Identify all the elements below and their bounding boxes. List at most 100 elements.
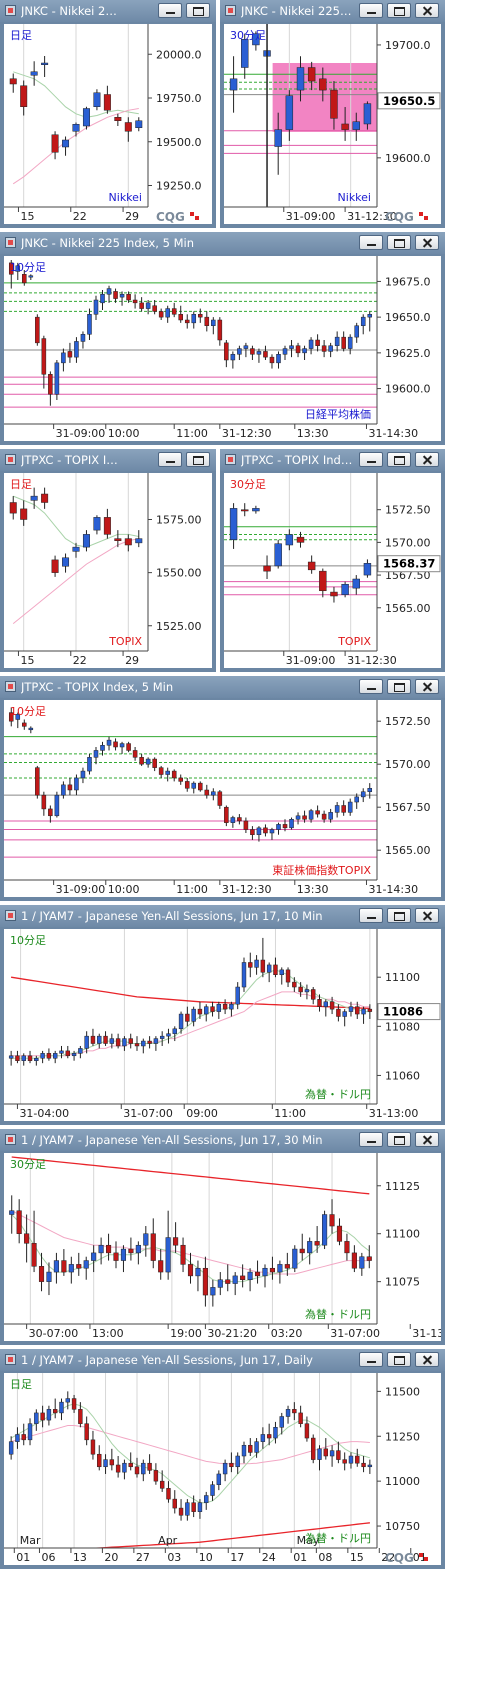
y-tick-label: 11125 [385,1180,420,1193]
candle-down-body [46,1053,52,1059]
candle-up-body [30,495,38,501]
window-jtpxc-5min: JTPXC - TOPIX Index, 5 Min 1565.00 1567.5… [0,676,445,901]
chart-svg[interactable]: 1525.00 1550.00 1575.00 15 22 29 日足 TOPIX [4,473,212,668]
close-button[interactable] [415,235,439,250]
candle [103,1031,108,1046]
chart-area[interactable]: 1565.00 1567.50 1570.00 1572.50 31-09:00 10:0… [4,700,441,897]
candle-down-body [173,1237,179,1246]
chart-svg[interactable]: 19600.0 19625.0 19650.0 19675.0 31-09:00 10:0… [4,256,441,441]
candle [204,311,210,332]
maximize-button[interactable] [387,452,411,467]
chart-area[interactable]: 10750 11000 11250 11500 01 06 13 20 27 03 10 17 24 01… [4,1373,441,1565]
minimize-button[interactable] [359,3,383,18]
candle [83,1256,89,1280]
symbol-label: 為替・ドル円 [305,1531,371,1545]
candle [82,106,90,130]
title-bar[interactable]: JTPXC - TOPIX Index, Daily [0,449,216,471]
chart-svg[interactable]: 11060 11080 11100 11086 31-04:00 31-07:00 09:0… [4,929,441,1121]
cqg-app-icon [5,454,16,465]
candle-down-body [319,570,327,592]
candle-up-body [78,1048,83,1054]
candle-up-body [277,1264,283,1273]
chart-svg[interactable]: 19250.0 19500.0 19750.0 20000.0 15 22 29 日足 Nikk… [4,24,212,224]
candle [184,777,190,792]
plot-background [224,473,377,651]
title-bar[interactable]: JNKC - Nikkei 225 Index, 5 Min [0,232,445,254]
candle-up-body [252,508,260,512]
maximize-button[interactable] [387,1352,411,1367]
candle-down-body [124,538,132,546]
close-button[interactable] [415,3,439,18]
title-bar[interactable]: JTPXC - TOPIX Index, 5 Min [0,676,445,698]
chart-area[interactable]: 19600.0 19700.0 19650.5 31-09:00 31-12:30 30分… [224,24,441,224]
maximize-button[interactable] [186,3,210,18]
chart-svg[interactable]: 1565.00 1567.50 1570.00 1572.50 1568.37 31-09… [224,473,441,668]
candle-down-body [115,1038,121,1047]
candle-up-body [93,299,99,315]
chart-svg[interactable]: 19600.0 19700.0 19650.5 31-09:00 31-12:30 30分… [224,24,441,224]
candle [48,805,53,823]
candle-down-body [225,1279,231,1284]
minimize-button[interactable] [359,1352,383,1367]
chart-area[interactable]: 19250.0 19500.0 19750.0 20000.0 15 22 29 日足 Nikk… [4,24,212,224]
candle [277,1260,283,1284]
candle-up-body [165,308,170,318]
candle [315,334,320,352]
title-bar[interactable]: 1 / JYAM7 - Japanese Yen-All Sessions, J… [0,1349,445,1371]
candle [30,61,38,86]
maximize-button[interactable] [387,3,411,18]
candle-down-body [84,1423,89,1441]
maximize-button[interactable] [387,679,411,694]
candle-down-body [178,777,183,782]
chart-area[interactable]: 11060 11080 11100 11086 31-04:00 31-07:00 09:0… [4,929,441,1121]
candle-up-body [27,1423,33,1441]
candle [191,1495,196,1518]
y-tick-label: 1567.50 [385,569,431,582]
maximize-button[interactable] [387,235,411,250]
candle [9,496,17,520]
close-button[interactable] [415,679,439,694]
candle-down-body [126,743,131,751]
title-bar[interactable]: 1 / JYAM7 - Japanese Yen-All Sessions, J… [0,905,445,927]
candle-up-body [256,827,262,835]
close-button[interactable] [415,1132,439,1147]
chart-area[interactable]: 1565.00 1567.50 1570.00 1572.50 1568.37 31-09… [224,473,441,668]
chart-area[interactable]: 11075 11100 11125 30-07:00 13:00 19:00 30-21:2… [4,1153,441,1341]
title-bar[interactable]: JNKC - Nikkei 225 Index, 30 Min [220,0,445,22]
x-tick-label: 31-04:00 [19,1107,69,1120]
minimize-button[interactable] [158,452,182,467]
chart-svg[interactable]: 1565.00 1567.50 1570.00 1572.50 31-09:00 10:0… [4,700,441,897]
close-button[interactable] [415,452,439,467]
title-bar[interactable]: 1 / JYAM7 - Japanese Yen-All Sessions, J… [0,1129,445,1151]
close-button[interactable] [415,1352,439,1367]
candle [158,1249,164,1280]
minimize-button[interactable] [359,908,383,923]
candle [352,575,360,595]
maximize-button[interactable] [387,908,411,923]
chart-svg[interactable]: 11075 11100 11125 30-07:00 13:00 19:00 30-21:2… [4,1153,441,1341]
candle [80,767,86,784]
minimize-button[interactable] [359,235,383,250]
minimize-button[interactable] [158,3,182,18]
candle-up-body [91,1252,97,1261]
x-tick-label: 31-07:00 [330,1327,380,1340]
candle-down-body [184,781,190,789]
title-bar[interactable]: JNKC - Nikkei 225 Index, Daily [0,0,216,22]
x-tick-label: 22 [73,654,87,667]
close-button[interactable] [415,908,439,923]
minimize-button[interactable] [359,1132,383,1147]
candle-up-body [237,348,242,355]
chart-area[interactable]: 1525.00 1550.00 1575.00 15 22 29 日足 TOPIX [4,473,212,668]
candle [72,542,80,558]
minimize-button[interactable] [359,679,383,694]
x-tick-label: 06 [41,1551,55,1564]
title-bar[interactable]: JTPXC - TOPIX Index, 30 Min [220,449,445,471]
candle [113,288,118,303]
maximize-button[interactable] [387,1132,411,1147]
candle-up-body [241,39,249,68]
candle [204,1004,209,1022]
minimize-button[interactable] [359,452,383,467]
chart-area[interactable]: 19600.0 19625.0 19650.0 19675.0 31-09:00 10:0… [4,256,441,441]
chart-svg[interactable]: 10750 11000 11250 11500 01 06 13 20 27 03 10 17 24 01… [4,1373,441,1565]
maximize-button[interactable] [186,452,210,467]
